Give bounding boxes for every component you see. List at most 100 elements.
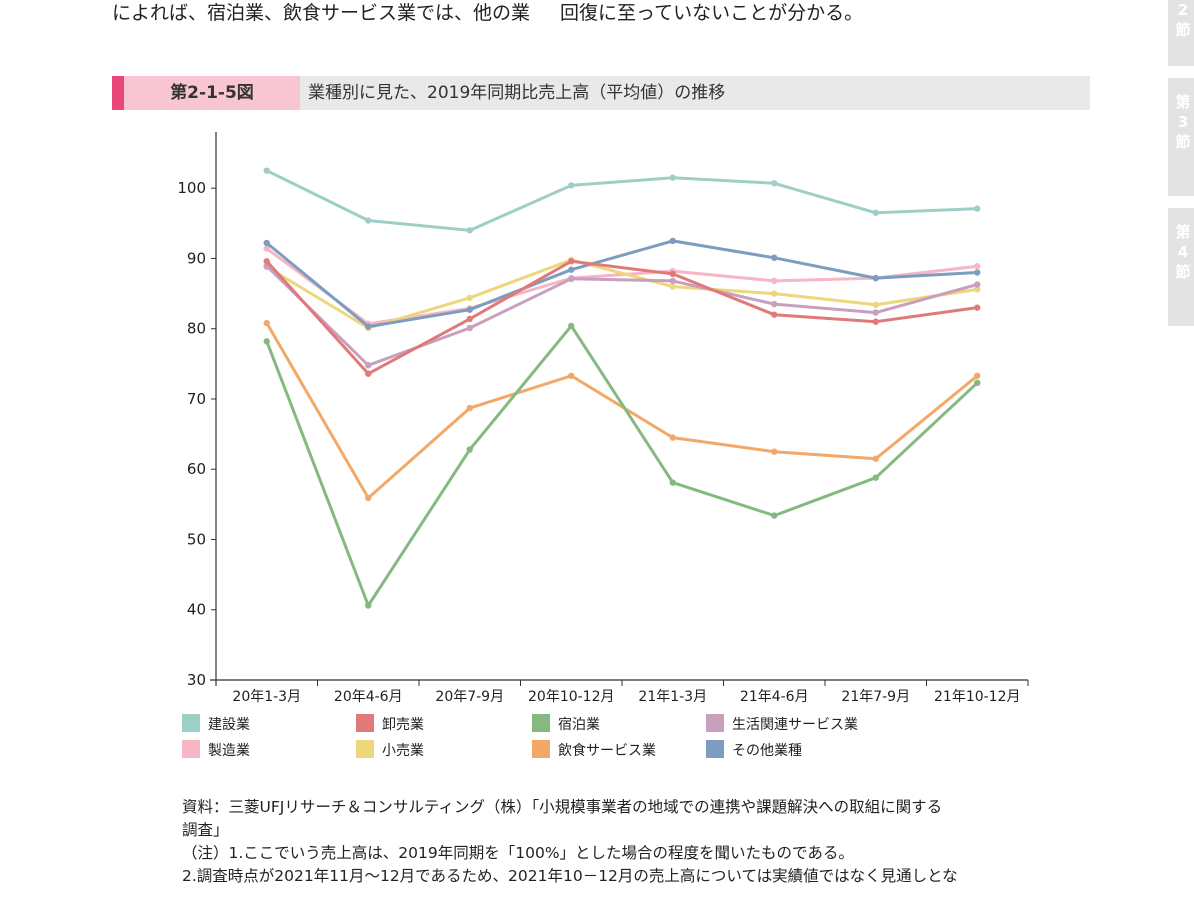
legend-item-accommodation: 宿泊業 bbox=[532, 714, 600, 736]
data-point bbox=[771, 448, 778, 455]
intro-text-right: 回復に至っていないことが分かる。 bbox=[560, 2, 864, 24]
data-point bbox=[872, 301, 879, 309]
data-point bbox=[365, 323, 372, 330]
data-point bbox=[263, 239, 270, 247]
figure-accent-bar bbox=[112, 76, 124, 110]
data-point bbox=[466, 306, 473, 313]
data-point bbox=[771, 290, 778, 297]
legend-label: 製造業 bbox=[208, 743, 250, 759]
figure-label: 第2-1-5図 bbox=[124, 76, 300, 110]
legend-swatch bbox=[532, 740, 550, 758]
data-point bbox=[872, 209, 879, 216]
side-tab-section-3[interactable]: 第 3 節 bbox=[1168, 78, 1194, 196]
x-tick-label: 21年1-3月 bbox=[638, 689, 707, 705]
data-point bbox=[263, 245, 270, 252]
data-point bbox=[771, 300, 778, 308]
data-point bbox=[466, 324, 473, 332]
y-tick-label: 80 bbox=[187, 320, 206, 338]
side-tab-char: 第 bbox=[1175, 223, 1191, 241]
data-point bbox=[263, 338, 270, 345]
y-tick-label: 70 bbox=[187, 390, 206, 408]
data-point bbox=[771, 512, 778, 519]
data-point bbox=[669, 479, 676, 486]
side-tab-char: 第 bbox=[1175, 93, 1191, 111]
legend-swatch bbox=[356, 740, 374, 758]
y-tick-label: 90 bbox=[187, 249, 206, 267]
legend-item-wholesale: 卸売業 bbox=[356, 714, 424, 736]
data-point bbox=[263, 167, 270, 174]
data-point bbox=[568, 275, 575, 283]
data-point bbox=[974, 281, 981, 288]
data-point bbox=[568, 372, 575, 379]
data-point bbox=[466, 404, 473, 412]
data-point bbox=[872, 474, 879, 481]
data-point bbox=[872, 455, 879, 462]
legend-item-construction: 建設業 bbox=[182, 714, 250, 736]
legend-item-retail: 小売業 bbox=[356, 740, 424, 762]
side-tab-char: 3 bbox=[1177, 113, 1189, 131]
data-point bbox=[466, 294, 473, 302]
y-tick-label: 40 bbox=[187, 601, 206, 619]
note-2: 2.調査時点が2021年11月～12月であるため、2021年10－12月の売上高… bbox=[182, 867, 958, 885]
data-point bbox=[974, 379, 981, 387]
intro-text: によれば、宿泊業、飲食サービス業では、他の業 回復に至っていないことが分かる。 bbox=[112, 0, 1072, 28]
legend-swatch bbox=[182, 714, 200, 732]
source-line-2: 調査」 bbox=[182, 821, 229, 839]
data-point bbox=[466, 227, 473, 234]
legend-label: 宿泊業 bbox=[558, 717, 600, 733]
legend-label: 建設業 bbox=[208, 717, 250, 733]
x-tick-label: 20年4-6月 bbox=[334, 689, 403, 705]
series-line bbox=[265, 239, 979, 329]
data-point bbox=[669, 237, 676, 245]
series-line bbox=[265, 169, 979, 232]
y-tick-label: 100 bbox=[177, 179, 206, 197]
legend-swatch bbox=[356, 714, 374, 732]
data-point bbox=[568, 266, 575, 273]
x-tick-label: 21年7-9月 bbox=[841, 689, 910, 705]
data-point bbox=[466, 446, 473, 453]
legend-label: 生活関連サービス業 bbox=[732, 717, 858, 733]
side-tab-char: 2 bbox=[1177, 1, 1189, 19]
intro-text-left: によれば、宿泊業、飲食サービス業では、他の業 bbox=[112, 2, 531, 24]
data-point bbox=[872, 318, 879, 325]
data-point bbox=[365, 370, 372, 377]
data-point bbox=[568, 258, 575, 265]
y-tick-label: 60 bbox=[187, 460, 206, 478]
data-point bbox=[568, 182, 575, 189]
x-tick-label: 20年1-3月 bbox=[232, 689, 301, 705]
data-point bbox=[974, 304, 981, 311]
data-point bbox=[669, 270, 676, 278]
data-point bbox=[974, 205, 981, 212]
data-point bbox=[771, 311, 778, 318]
data-point bbox=[771, 254, 778, 261]
side-tab-char: 節 bbox=[1175, 133, 1191, 151]
legend-swatch bbox=[182, 740, 200, 758]
side-tab-section-4[interactable]: 第 4 節 bbox=[1168, 208, 1194, 326]
data-point bbox=[974, 372, 981, 379]
data-point bbox=[365, 362, 372, 369]
side-tab-char: 節 bbox=[1175, 263, 1191, 281]
legend-item-lifestyle-services: 生活関連サービス業 bbox=[706, 714, 858, 736]
side-tab-char: 節 bbox=[1175, 21, 1191, 39]
legend-swatch bbox=[706, 714, 724, 732]
figure-title: 業種別に見た、2019年同期比売上高（平均値）の推移 bbox=[308, 83, 726, 103]
figure-header: 第2-1-5図 業種別に見た、2019年同期比売上高（平均値）の推移 bbox=[112, 76, 1090, 110]
data-point bbox=[974, 286, 981, 293]
data-point bbox=[365, 217, 372, 224]
legend-item-other-industries: その他業種 bbox=[706, 740, 802, 762]
data-point bbox=[771, 180, 778, 187]
data-point bbox=[974, 262, 981, 270]
x-tick-label: 21年10-12月 bbox=[934, 689, 1021, 705]
legend-label: 小売業 bbox=[382, 743, 424, 759]
side-tab-char: 4 bbox=[1177, 243, 1189, 261]
data-point bbox=[669, 277, 676, 285]
x-tick-label: 20年10-12月 bbox=[528, 689, 615, 705]
legend-label: その他業種 bbox=[732, 743, 802, 759]
data-point bbox=[872, 274, 879, 282]
data-point bbox=[669, 283, 676, 290]
series-line bbox=[265, 259, 979, 376]
side-tab-section-2[interactable]: 2 節 bbox=[1168, 0, 1194, 66]
legend-swatch bbox=[706, 740, 724, 758]
data-point bbox=[568, 322, 575, 330]
